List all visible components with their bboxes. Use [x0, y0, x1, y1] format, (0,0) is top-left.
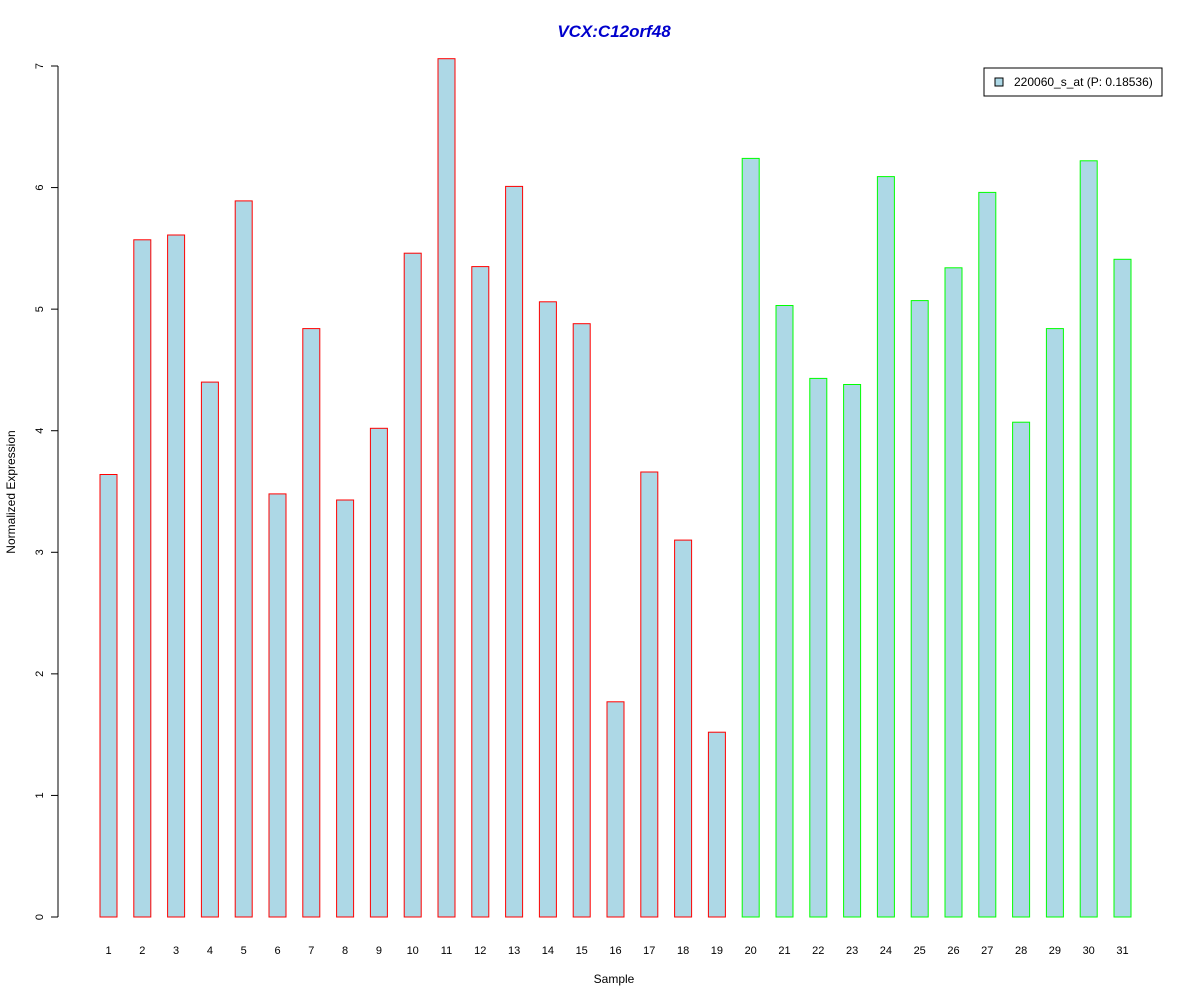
legend-swatch	[994, 77, 1004, 87]
x-tick-label: 18	[677, 945, 689, 957]
bar-sample-10	[403, 252, 422, 918]
chart-title: VCX:C12orf48	[557, 22, 671, 41]
x-tick-label: 4	[207, 945, 213, 957]
y-tick-label: 3	[34, 549, 46, 555]
legend-label: 220060_s_at (P: 0.18536)	[1014, 75, 1153, 89]
x-tick-label: 10	[407, 945, 419, 957]
legend-box	[983, 67, 1163, 97]
x-tick-label: 11	[441, 945, 452, 957]
bar-sample-16	[606, 701, 625, 918]
x-tick-label: 9	[376, 945, 382, 957]
bar-sample-17	[640, 471, 659, 918]
x-tick-label: 29	[1049, 945, 1061, 957]
x-tick-label: 6	[274, 945, 280, 957]
x-tick-label: 25	[914, 945, 926, 957]
bar-sample-9	[369, 427, 388, 918]
bar-sample-6	[268, 493, 287, 918]
y-tick-label: 1	[34, 792, 46, 798]
bar-sample-24	[876, 176, 895, 918]
x-tick-label: 21	[778, 945, 790, 957]
bar-sample-8	[336, 499, 355, 918]
y-tick-label: 2	[34, 671, 46, 677]
bar-sample-4	[200, 381, 219, 918]
x-tick-label: 22	[812, 945, 824, 957]
x-tick-label: 20	[745, 945, 757, 957]
x-tick-label: 3	[173, 945, 179, 957]
y-tick-label: 4	[34, 428, 46, 434]
bar-sample-2	[133, 239, 152, 918]
x-tick-labels: 1 2 3 4 5 6 7 8 9 10 11 12 13 14 15 16 17 18 19 20 21 22 23 24 2…	[105, 945, 1128, 957]
y-axis-label: Normalized Expression	[4, 430, 18, 553]
bar-sample-3	[167, 234, 186, 918]
bar-sample-29	[1045, 328, 1064, 918]
x-tick-label: 12	[474, 945, 486, 957]
y-tick-label: 6	[34, 185, 46, 191]
x-tick-label: 31	[1116, 945, 1128, 957]
bar-sample-27	[978, 191, 997, 918]
y-tick-label: 5	[34, 306, 46, 312]
x-tick-label: 7	[308, 945, 314, 957]
x-tick-label: 26	[947, 945, 959, 957]
x-tick-label: 16	[609, 945, 621, 957]
bar-sample-11	[437, 58, 456, 918]
bar-sample-15	[572, 323, 591, 918]
y-tick-label: 7	[34, 63, 46, 69]
legend: 220060_s_at (P: 0.18536)	[983, 67, 1163, 97]
bar-sample-22	[809, 377, 828, 918]
bar-sample-13	[505, 185, 524, 918]
bar-sample-1	[99, 474, 118, 918]
bar-sample-7	[302, 328, 321, 918]
bars-group	[99, 58, 1132, 918]
bar-sample-5	[234, 200, 253, 918]
x-axis-label: Sample	[594, 972, 635, 986]
y-tick-label: 0	[34, 914, 46, 920]
bar-sample-21	[775, 305, 794, 918]
x-tick-label: 17	[643, 945, 655, 957]
x-tick-label: 27	[981, 945, 993, 957]
x-tick-label: 2	[139, 945, 145, 957]
x-tick-label: 24	[880, 945, 892, 957]
x-tick-label: 23	[846, 945, 858, 957]
y-axis: 0 1 2 3 4 5 6 7	[34, 63, 59, 920]
x-tick-label: 30	[1083, 945, 1095, 957]
x-tick-label: 13	[508, 945, 520, 957]
bar-sample-23	[843, 384, 862, 918]
bar-sample-25	[910, 300, 929, 918]
x-tick-label: 5	[241, 945, 247, 957]
x-tick-label: 8	[342, 945, 348, 957]
x-tick-label: 19	[711, 945, 723, 957]
bar-sample-26	[944, 267, 963, 918]
bar-sample-20	[741, 157, 760, 918]
bar-sample-19	[707, 731, 726, 918]
bar-sample-14	[538, 301, 557, 918]
bar-sample-18	[674, 539, 693, 918]
x-tick-label: 14	[542, 945, 554, 957]
bar-sample-12	[471, 266, 490, 918]
x-tick-label: 15	[576, 945, 588, 957]
bar-sample-28	[1012, 421, 1031, 918]
bar-sample-31	[1113, 258, 1132, 918]
x-tick-label: 1	[105, 945, 111, 957]
x-tick-label: 28	[1015, 945, 1027, 957]
bar-sample-30	[1079, 160, 1098, 918]
